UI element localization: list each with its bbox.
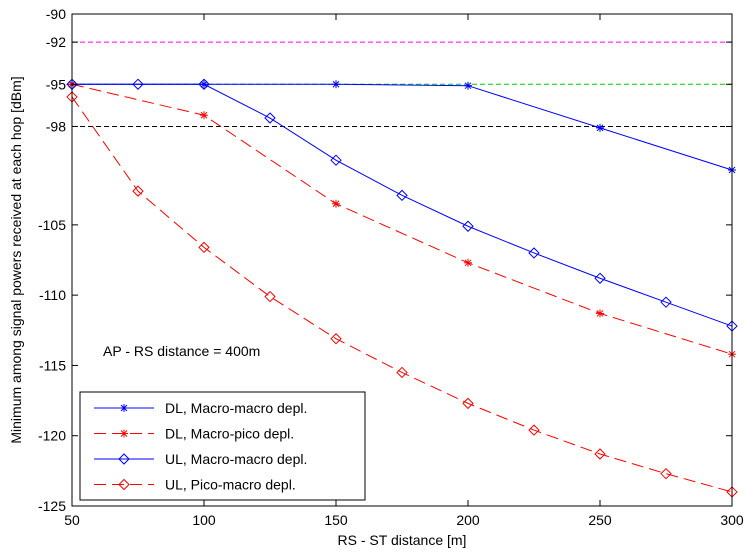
y-tick-label-8: -90 bbox=[46, 6, 66, 22]
series-line-1 bbox=[71, 83, 733, 355]
series-3-point-4 bbox=[330, 333, 342, 345]
legend-marker-1 bbox=[120, 429, 128, 438]
y-tick-label-7: -92 bbox=[46, 34, 66, 50]
x-tick-label-0: 50 bbox=[64, 512, 80, 528]
series-0-point-4 bbox=[596, 123, 604, 132]
y-tick-label-3: -110 bbox=[39, 287, 66, 303]
legend-marker-0 bbox=[120, 404, 128, 412]
series-line-3 bbox=[71, 96, 733, 493]
series-3-point-8 bbox=[594, 448, 606, 460]
y-tick-label-1: -120 bbox=[38, 428, 66, 444]
series-2-point-4 bbox=[330, 154, 342, 166]
series-3-point-6 bbox=[462, 397, 474, 410]
series-0-point-3 bbox=[464, 81, 472, 90]
y-tick-label-4: -105 bbox=[38, 217, 66, 233]
distance-annotation: AP - RS distance = 400m bbox=[103, 343, 260, 359]
series-3-point-5 bbox=[396, 366, 408, 379]
x-tick-label-4: 250 bbox=[588, 512, 612, 528]
axis-ticks: 50 100 150 200 250 300 -125 -120 -115 -110 -105 -98… bbox=[38, 6, 744, 528]
x-tick-label-3: 200 bbox=[456, 512, 480, 528]
legend-label-3: UL, Pico-macro depl. bbox=[165, 477, 296, 493]
series-2-point-1 bbox=[132, 78, 144, 90]
series-2-point-7 bbox=[528, 247, 540, 259]
legend-label-2: UL, Macro-macro depl. bbox=[165, 451, 307, 467]
series-3-point-7 bbox=[528, 424, 540, 436]
plot-area-frame bbox=[71, 13, 733, 507]
x-tick-label-5: 300 bbox=[720, 512, 744, 528]
series-line-2 bbox=[72, 83, 733, 327]
series-2-point-3 bbox=[264, 112, 276, 124]
series-2-point-2 bbox=[198, 78, 210, 90]
legend: DL, Macro-macro depl. DL, Macro-pico depl… bbox=[79, 391, 366, 501]
x-tick-label-1: 100 bbox=[192, 512, 216, 528]
series-2-point-6 bbox=[462, 220, 474, 232]
legend-marker-2 bbox=[118, 453, 130, 465]
series-line-0 bbox=[72, 83, 733, 171]
legend-label-0: DL, Macro-macro depl. bbox=[165, 400, 307, 416]
series-1-point-2 bbox=[332, 199, 340, 208]
series-3-point-2 bbox=[198, 241, 210, 254]
legend-marker-3 bbox=[118, 478, 130, 491]
series-2-point-9 bbox=[660, 296, 672, 308]
y-tick-label-2: -115 bbox=[39, 357, 66, 373]
series-1-point-3 bbox=[464, 258, 472, 267]
reference-lines bbox=[72, 41, 732, 127]
series-3-point-3 bbox=[264, 290, 276, 303]
x-axis-label: RS - ST distance [m] bbox=[338, 532, 467, 548]
legend-box bbox=[79, 391, 366, 501]
series-1-point-4 bbox=[596, 309, 604, 318]
y-tick-label-0: -125 bbox=[38, 498, 66, 514]
x-tick-label-2: 150 bbox=[324, 512, 348, 528]
y-tick-label-6: -95 bbox=[46, 76, 66, 92]
series-3-point-1 bbox=[132, 185, 144, 197]
series-1-point-1 bbox=[200, 111, 208, 120]
legend-label-1: DL, Macro-pico depl. bbox=[165, 426, 294, 442]
series-3-point-9 bbox=[660, 467, 672, 480]
series-0-point-2 bbox=[332, 80, 340, 89]
series-2-point-8 bbox=[594, 272, 606, 284]
y-tick-label-5: -98 bbox=[46, 118, 66, 134]
y-axis-label: Minimum among signal powers received at … bbox=[8, 76, 24, 443]
series-2-point-5 bbox=[396, 189, 408, 202]
